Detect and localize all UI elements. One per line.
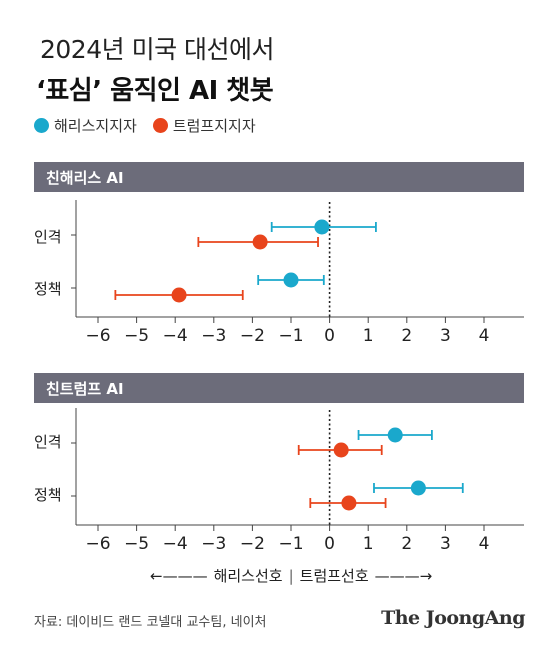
legend-dot-harris-icon (34, 118, 49, 133)
panel-title-pro-trump: 친트럼프 AI (34, 373, 524, 403)
x-tick-label-0-10: 4 (479, 326, 490, 346)
legend-label-harris: 해리스지지자 (54, 117, 137, 135)
category-label-policy-1: 정책 (34, 280, 62, 298)
x-tick-label-0-8: 2 (401, 326, 412, 346)
x-tick-label-0-2: −4 (163, 326, 188, 346)
x-tick-label-0-6: 0 (324, 326, 335, 346)
left-arrow-icon: ←——— (150, 566, 208, 585)
point-1-0-1 (410, 480, 426, 496)
point-0-1-1 (171, 287, 187, 303)
x-tick-label-1-10: 4 (479, 534, 490, 554)
category-label-character-1: 인격 (34, 228, 62, 246)
chart-title-line2: ‘표심’ 움직인 AI 챗봇 (36, 76, 274, 106)
x-tick-label-0-0: −6 (85, 326, 110, 346)
x-tick-label-0-7: 1 (363, 326, 374, 346)
point-0-0-0 (314, 219, 330, 235)
x-tick-label-0-9: 3 (440, 326, 451, 346)
legend: 해리스지지자 트럼프지지자 (34, 115, 272, 136)
point-0-0-1 (283, 272, 299, 288)
source-note: 자료: 데이비드 랜드 코넬대 교수팀, 네이처 (34, 615, 267, 630)
legend-label-trump: 트럼프지지자 (172, 117, 256, 135)
right-arrow-icon: ———→ (374, 566, 433, 585)
chart-pro-harris: −6 −5 −4 −3 −2 −1 0 1 2 3 4 (71, 200, 524, 346)
legend-item-harris: 해리스지지자 (34, 115, 137, 136)
x-tick-label-0-4: −2 (240, 326, 265, 346)
chart-pro-trump: −6 −5 −4 −3 −2 −1 0 1 2 3 4 (71, 408, 524, 554)
x-tick-label-1-5: −1 (278, 534, 303, 554)
x-tick-label-1-7: 1 (363, 534, 374, 554)
point-1-1-0 (333, 442, 349, 458)
x-tick-label-1-9: 3 (440, 534, 451, 554)
x-tick-label-0-5: −1 (278, 326, 303, 346)
x-tick-label-0-3: −3 (201, 326, 226, 346)
point-0-1-0 (252, 234, 268, 250)
legend-item-trump: 트럼프지지자 (152, 115, 256, 136)
direction-right-label: 트럼프선호 (299, 567, 369, 585)
category-label-policy-2: 정책 (34, 486, 62, 504)
x-tick-label-1-1: −5 (124, 534, 149, 554)
point-1-1-1 (341, 495, 357, 511)
brand-logo: The JoongAng (381, 607, 525, 629)
x-tick-label-1-4: −2 (240, 534, 265, 554)
x-tick-label-0-1: −5 (124, 326, 149, 346)
point-1-0-0 (387, 427, 403, 443)
legend-dot-trump-icon (152, 118, 168, 133)
x-tick-label-1-8: 2 (401, 534, 412, 554)
category-label-character-2: 인격 (34, 433, 62, 451)
panel-title-pro-harris: 친해리스 AI (34, 162, 524, 192)
x-tick-label-1-0: −6 (85, 534, 110, 554)
x-tick-label-1-2: −4 (163, 534, 188, 554)
x-tick-label-1-3: −3 (201, 534, 226, 554)
x-tick-label-1-6: 0 (324, 534, 335, 554)
chart-title-line1: 2024년 미국 대선에서 (40, 35, 275, 64)
direction-left-label: 해리스선호 (213, 567, 283, 585)
direction-separator: | (288, 566, 294, 585)
direction-indicator: ←——— 해리스선호 | 트럼프선호 ———→ (150, 565, 432, 586)
